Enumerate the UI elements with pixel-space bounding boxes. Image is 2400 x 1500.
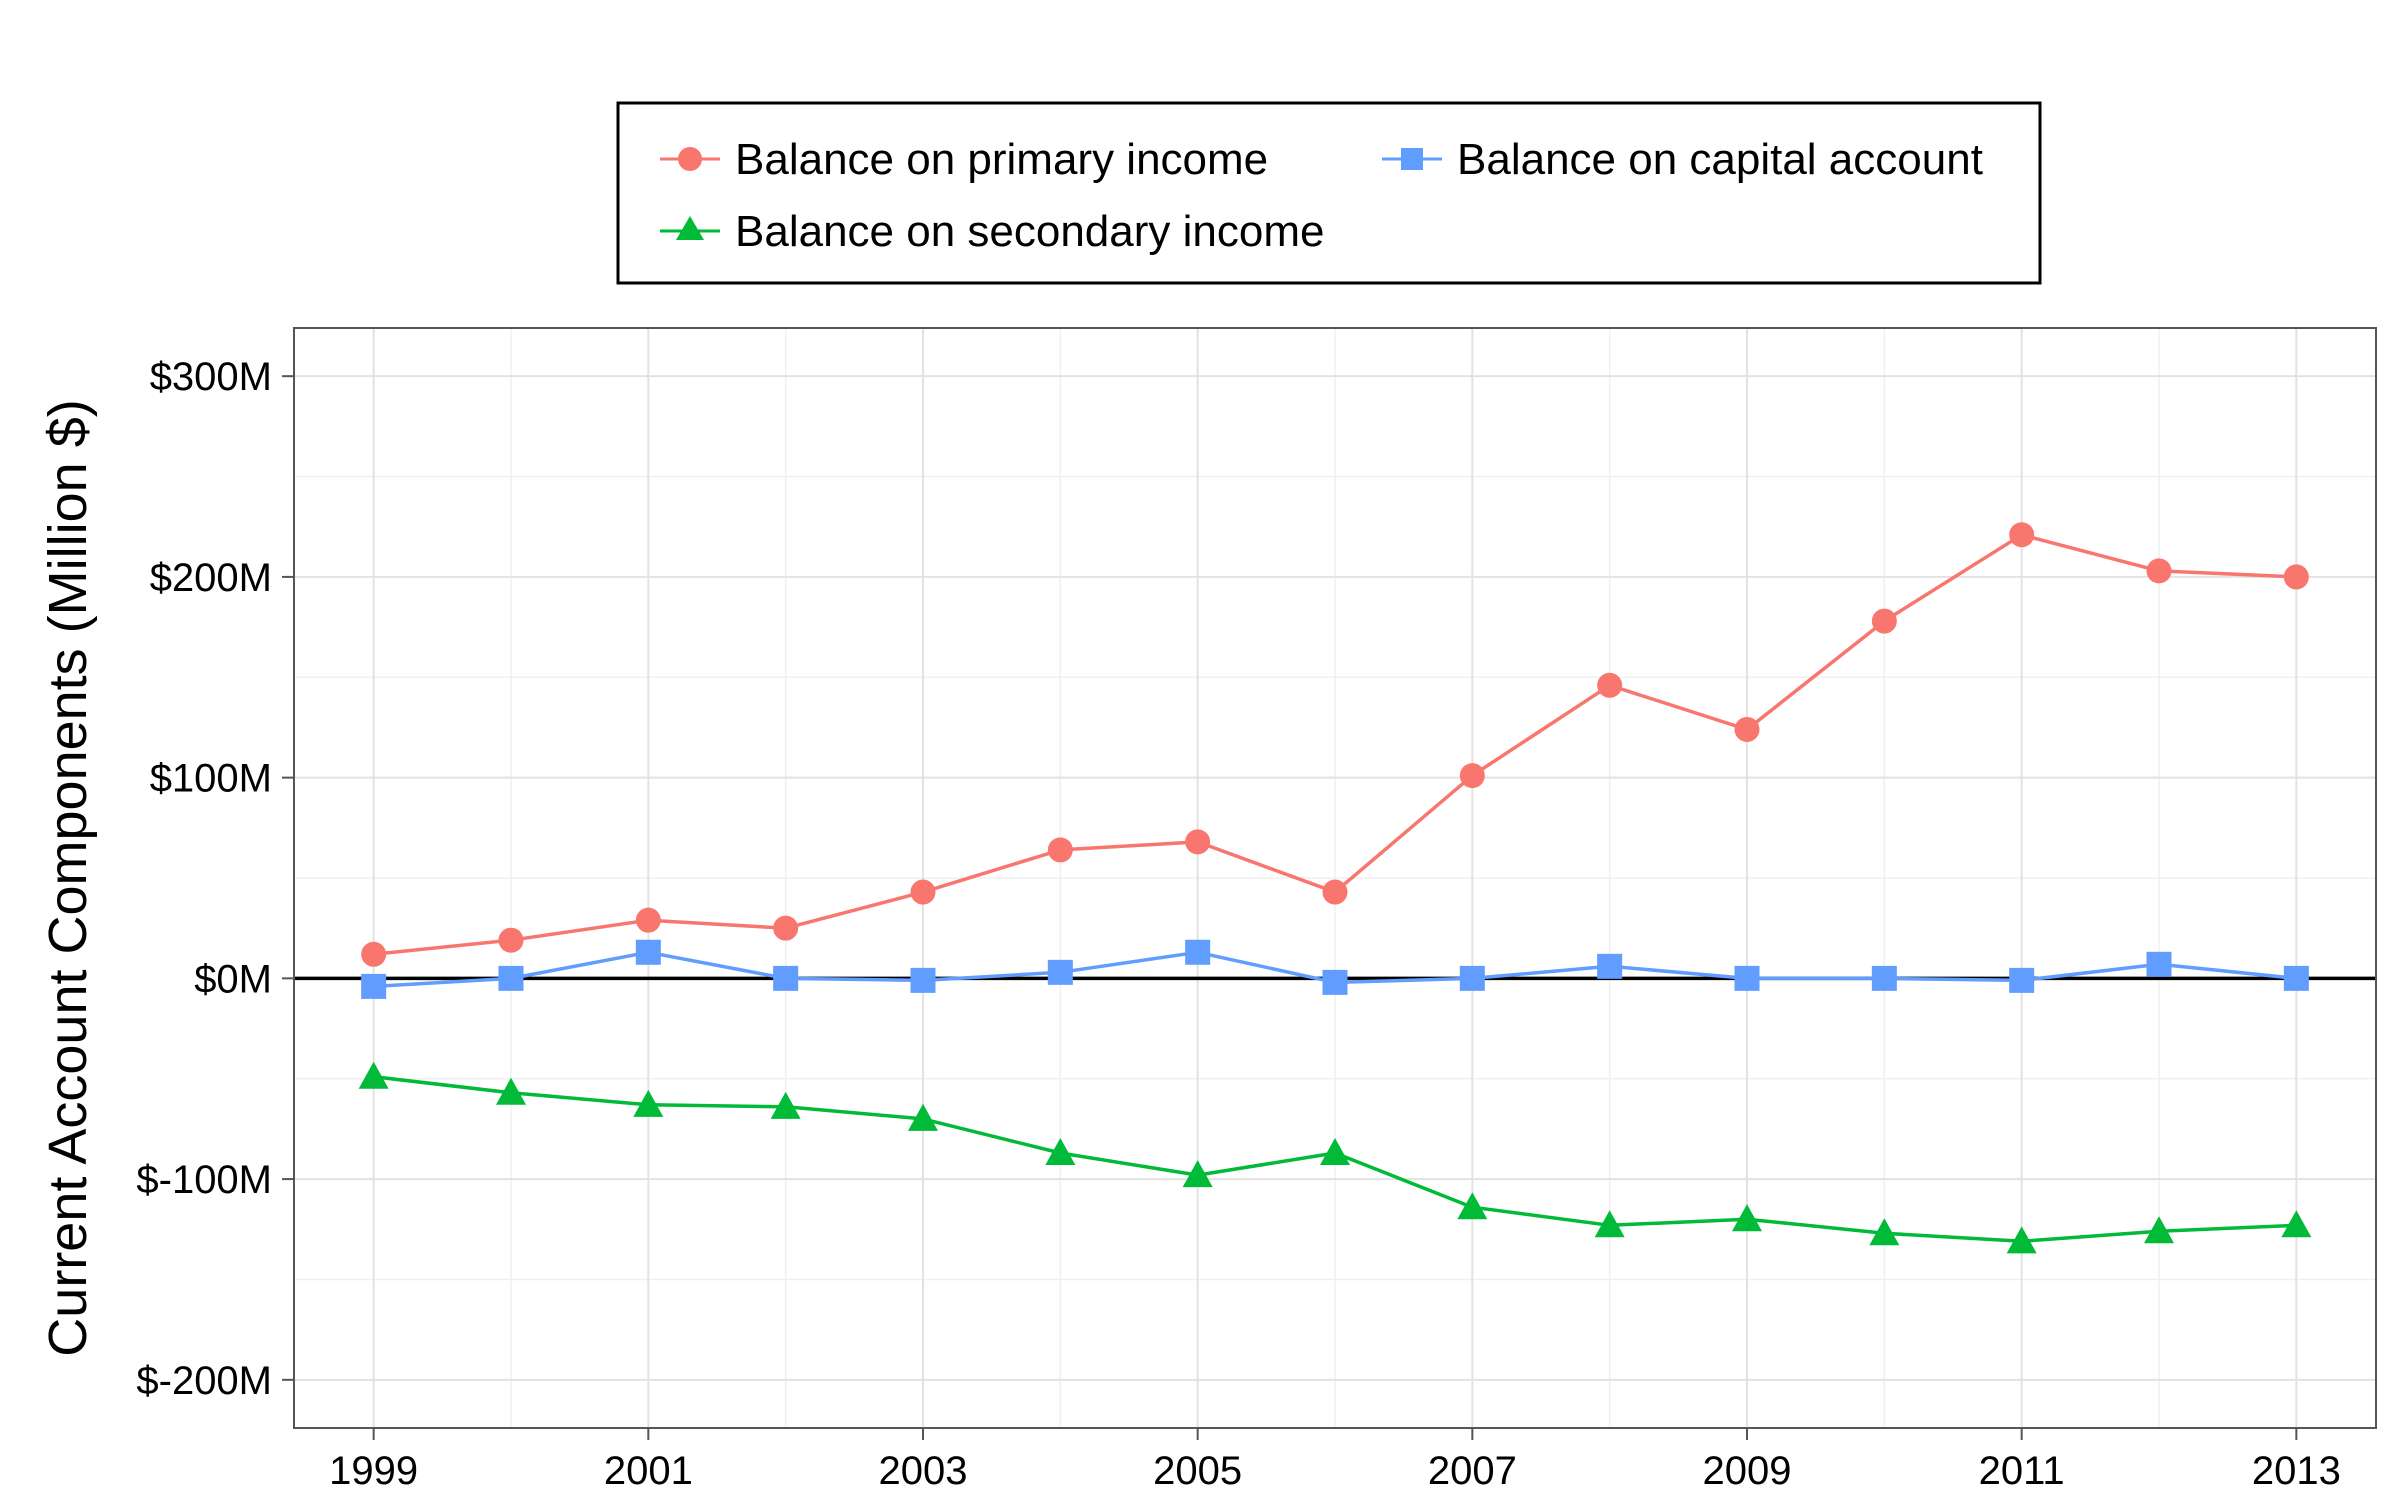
data-point [498,965,524,991]
x-axis: 1999 2001 2003 2005 2007 2009 2011 2013 [329,1428,2341,1493]
legend-key-marker [678,147,702,171]
data-point [1182,1160,1213,1188]
data-point [1457,1192,1488,1220]
data-point [1185,829,1211,855]
data-point [1734,965,1760,991]
data-point [2006,1226,2037,1254]
data-point [358,1061,389,1089]
y-tick-label: $300M [150,355,272,399]
data-point [1594,1210,1625,1238]
y-tick-label: $200M [150,556,272,600]
series-balance-on-secondary-income [358,1061,2312,1254]
data-point [2283,965,2309,991]
y-tick-label: $100M [150,757,272,801]
legend-label-capital-account: Balance on capital account [1457,135,1983,184]
x-tick-label: 1999 [329,1449,418,1493]
legend-key-marker [1401,148,1423,170]
y-axis-title: Current Account Components (Million $) [38,399,98,1356]
data-point [1322,879,1348,905]
data-point [2146,558,2172,584]
x-tick-label: 2001 [604,1449,693,1493]
data-point [361,941,387,967]
data-point [1734,716,1760,742]
data-point [498,927,524,953]
data-point [2009,522,2035,548]
data-point [1732,1204,1763,1232]
legend-item-primary-income: Balance on primary income [660,135,1268,184]
data-point [361,973,387,999]
data-point [2009,967,2035,993]
legend-key-marker [676,216,704,240]
x-tick-label: 2011 [1979,1449,2065,1493]
x-tick-label: 2007 [1428,1449,1517,1493]
y-tick-label: $0M [194,957,272,1001]
data-point [907,1103,938,1131]
legend-label-secondary-income: Balance on secondary income [735,207,1324,256]
x-tick-label: 2005 [1153,1449,1242,1493]
data-point [2146,951,2172,977]
data-point [1045,1138,1076,1165]
legend-item-secondary-income: Balance on secondary income [660,207,1324,256]
data-point [1459,763,1485,789]
data-point [1871,608,1897,634]
series [358,522,2312,1254]
data-point [773,915,799,941]
x-tick-label: 2013 [2252,1449,2341,1493]
y-tick-label: $-100M [136,1158,272,1202]
data-point [910,967,936,993]
data-point [1597,953,1623,979]
plot-area [293,327,2377,1429]
data-point [1871,965,1897,991]
series-balance-on-primary-income [361,522,2309,967]
data-point [1869,1218,1900,1246]
y-tick-label: $-200M [136,1359,272,1403]
legend: Balance on primary income Balance on cap… [616,101,2042,285]
data-point [635,939,661,965]
x-tick-label: 2009 [1703,1449,1792,1493]
data-point [1459,965,1485,991]
data-point [635,907,661,933]
data-point [2144,1216,2175,1244]
data-point [1322,969,1348,995]
data-point [1047,959,1073,985]
data-point [1597,672,1623,698]
data-point [1185,939,1211,965]
series-balance-on-capital-account [361,939,2309,999]
panel-border [293,327,2377,1429]
data-point [910,879,936,905]
x-tick-label: 2003 [879,1449,968,1493]
legend-label-primary-income: Balance on primary income [735,135,1268,184]
data-point [770,1091,801,1119]
legend-item-capital-account: Balance on capital account [1382,135,1983,184]
data-point [1047,837,1073,863]
y-axis: $-200M $-100M $0M $100M $200M $300M [136,355,294,1403]
data-point [495,1077,526,1105]
data-point [773,965,799,991]
data-point [633,1089,664,1117]
data-point [2283,564,2309,590]
data-point [1320,1138,1350,1165]
data-point [2281,1210,2312,1238]
legend-box [616,101,2042,285]
